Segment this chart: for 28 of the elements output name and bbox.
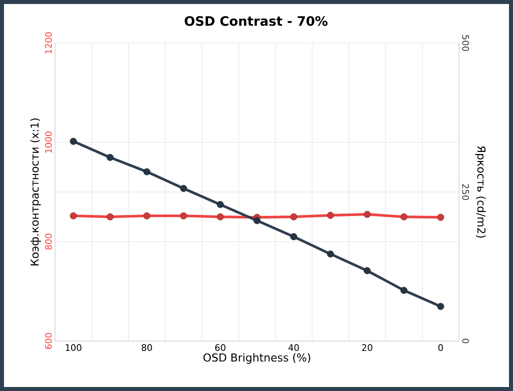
- point: [106, 154, 114, 161]
- y2-tick-label: 0: [462, 338, 469, 344]
- x-tick-label: 40: [288, 344, 299, 351]
- point: [326, 250, 334, 258]
- point: [437, 302, 444, 310]
- x-axis-title: OSD Brightness (%): [203, 353, 310, 364]
- y2-axis-title: Яркость (cd/m2): [475, 146, 486, 238]
- y-axis-title: Коэф.контрастности (x:1): [30, 118, 41, 266]
- y-tick-label: 1200: [45, 32, 52, 54]
- point: [400, 286, 408, 294]
- x-tick-label: 100: [66, 344, 82, 351]
- point: [254, 217, 260, 224]
- point: [364, 267, 371, 274]
- chart-title: OSD Contrast - 70%: [184, 16, 328, 26]
- y-tick-label: 800: [45, 234, 52, 250]
- y-tick-label: 1000: [45, 132, 52, 153]
- x-tick-label: 0: [438, 344, 443, 351]
- y2-tick-label: 500: [462, 35, 469, 51]
- point: [290, 233, 298, 240]
- point: [70, 138, 77, 145]
- point: [180, 184, 188, 192]
- x-tick-label: 20: [362, 344, 372, 351]
- y-tick-label: 600: [45, 333, 52, 349]
- y2-tick-label: 250: [462, 184, 469, 200]
- point: [143, 168, 150, 176]
- x-tick-label: 80: [142, 344, 152, 351]
- point: [216, 201, 224, 208]
- x-tick-label: 60: [215, 344, 226, 351]
